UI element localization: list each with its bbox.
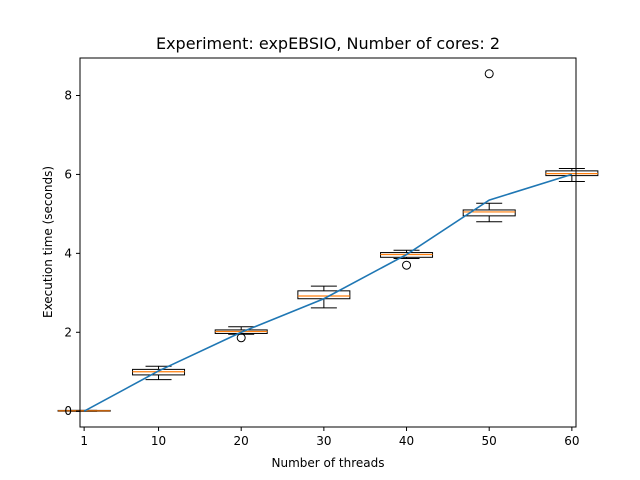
y-tick-label-8: 8	[64, 88, 72, 102]
x-tick-label-30: 30	[316, 434, 331, 448]
outlier-x40-0	[402, 260, 412, 270]
x-tick-label-50: 50	[482, 434, 497, 448]
x-tick-label-1: 1	[80, 434, 88, 448]
outlier-x20-0	[236, 333, 246, 343]
y-tick-label-0: 0	[64, 404, 72, 418]
y-axis-label: Execution time (seconds)	[41, 166, 55, 318]
x-tick-label-10: 10	[151, 434, 166, 448]
box-x50	[462, 209, 516, 217]
y-tick-label-2: 2	[64, 325, 72, 339]
mean-line	[83, 173, 573, 412]
x-tick-label-60: 60	[564, 434, 579, 448]
y-tick-label-4: 4	[64, 246, 72, 260]
x-axis-label: Number of threads	[272, 456, 385, 470]
chart-title: Experiment: expEBSIO, Number of cores: 2	[156, 34, 500, 53]
plot-frame	[79, 57, 577, 428]
y-tick-label-6: 6	[64, 167, 72, 181]
x-tick-label-40: 40	[399, 434, 414, 448]
x-tick-label-20: 20	[234, 434, 249, 448]
plot-area: 1 10 20 30 40 50 60 0 2 4 6 8	[57, 57, 599, 448]
outlier-x50-0	[484, 69, 494, 79]
